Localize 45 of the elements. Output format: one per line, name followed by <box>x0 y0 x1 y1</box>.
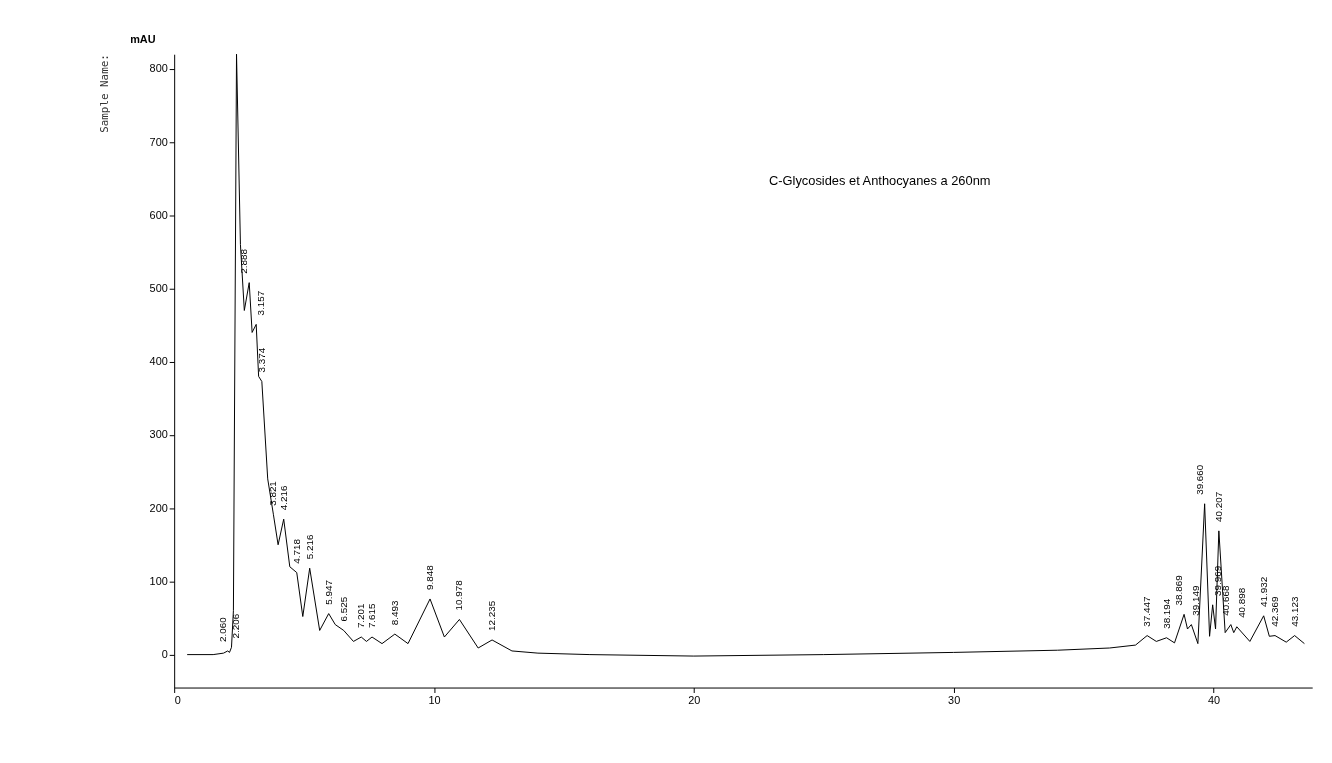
annotation: 10.978 <box>453 579 465 611</box>
annotation: 41.932 <box>1257 576 1269 607</box>
x-tick-label: 40 <box>1207 693 1221 706</box>
annotation: 43.123 <box>1288 595 1300 627</box>
x-tick-label: 0 <box>174 693 181 706</box>
annotation: 5.947 <box>322 579 334 605</box>
annotation: 9.848 <box>424 564 436 591</box>
annotation: 3.821 <box>267 480 279 506</box>
y-tick-label: 0 <box>161 648 168 661</box>
annotation: 40.898 <box>1235 587 1247 618</box>
y-tick-label: 300 <box>149 428 168 441</box>
annotation: 7.615 <box>366 602 377 629</box>
line-series <box>186 53 1305 657</box>
annotation: 5.216 <box>303 534 315 560</box>
annotation: 3.374 <box>255 347 267 373</box>
y-tick-label: 600 <box>149 208 168 221</box>
annotation: 3.157 <box>255 290 267 316</box>
x-tick-label: 10 <box>428 693 441 706</box>
annotation: 2.060 <box>216 616 228 643</box>
annotation: 12.235 <box>486 600 498 632</box>
x-tick-label: 20 <box>688 693 701 706</box>
annotation: 2.888 <box>238 248 250 274</box>
y-tick-label: 700 <box>149 135 168 148</box>
annotation: 39.660 <box>1193 464 1205 495</box>
text: C-Glycosides et Anthocyanes a 260nm <box>768 172 991 188</box>
annotation: 8.493 <box>388 599 400 626</box>
y-tick-label: 200 <box>149 501 168 514</box>
text: Sample Name: <box>97 54 111 133</box>
annotation: 37.447 <box>1141 596 1153 627</box>
annotation: 40.207 <box>1212 491 1224 522</box>
annotation: 38.194 <box>1160 598 1172 629</box>
annotation: 4.216 <box>277 485 289 511</box>
y-tick-label: 500 <box>149 281 168 294</box>
annotation: 7.201 <box>355 602 367 629</box>
y-axis-title: mAU <box>130 32 156 45</box>
annotation: 38.869 <box>1173 574 1185 606</box>
y-tick-label: 100 <box>149 574 168 587</box>
annotation: 6.525 <box>337 596 349 622</box>
y-tick-label: 400 <box>149 355 168 368</box>
x-tick-label: 30 <box>948 693 961 706</box>
annotation: 42.369 <box>1269 595 1280 627</box>
annotation: 2.206 <box>230 613 242 639</box>
annotation: 39.149 <box>1190 584 1202 616</box>
y-tick-label: 800 <box>149 62 168 75</box>
annotation: 4.718 <box>290 538 302 564</box>
